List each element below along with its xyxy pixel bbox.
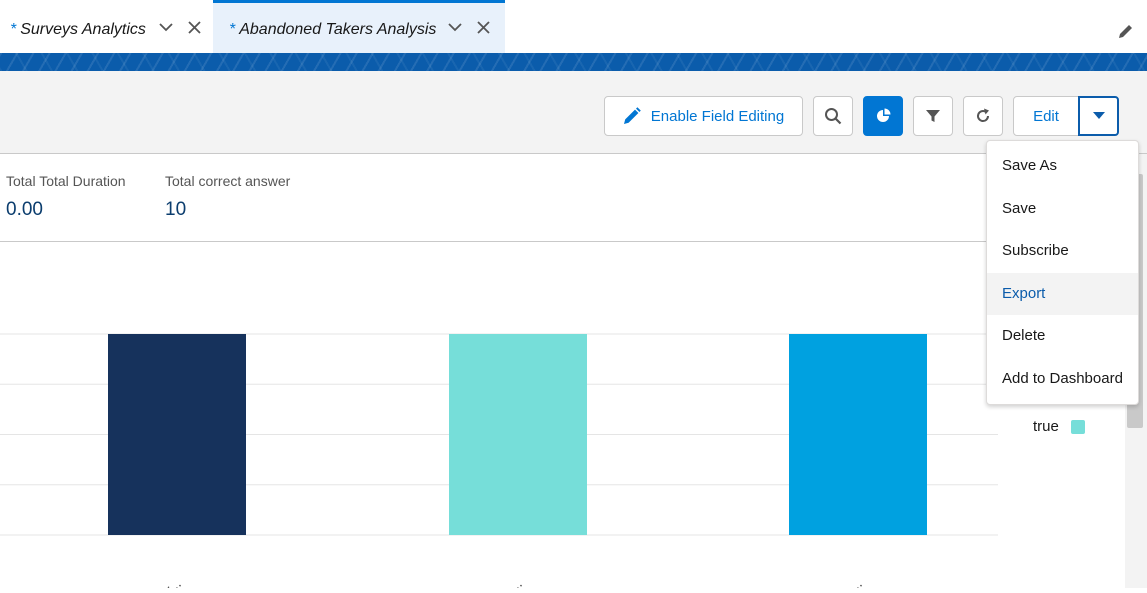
brand-banner [0,53,1147,71]
menu-item-export[interactable]: Export [987,272,1138,315]
pie-chart-icon [877,108,891,122]
pencil-icon [623,107,641,124]
edit-label: Edit [1033,107,1059,125]
tab-label: * Abandoned Takers Analysis [229,21,437,38]
legend-item[interactable]: true [1033,418,1085,435]
menu-item-save[interactable]: Save [1002,199,1037,217]
refresh-button[interactable] [963,96,1003,136]
tab-bar: * Surveys Analytics * Abandoned Takers Ana… [0,0,1147,53]
filter-icon [926,110,940,122]
summary-total-duration: Total Total Duration 0.00 [6,173,126,221]
tab-label: * Surveys Analytics [10,21,146,38]
close-icon[interactable] [184,17,204,37]
more-actions-button[interactable] [1078,96,1119,136]
x-tick-label: of th... [825,575,865,588]
menu-item-subscribe[interactable]: Subscribe [1002,242,1069,259]
filter-button[interactable] [913,96,953,136]
pencil-icon[interactable] [1117,22,1135,40]
edit-button[interactable]: Edit [1013,96,1079,136]
tab-abandoned-takers-analysis[interactable]: * Abandoned Takers Analysis [213,0,505,53]
refresh-icon [977,108,990,122]
legend-label: true [1033,418,1059,435]
summary-value: 10 [165,199,187,220]
enable-field-editing-button[interactable]: Enable Field Editing [604,96,803,136]
report-header: Enable Field Editing Edit [0,71,1147,154]
menu-item-save-as[interactable]: Save As [1002,157,1058,174]
search-icon [825,108,842,125]
chart-bar[interactable] [789,334,927,535]
actions-dropdown-menu: Save As Save Subscribe Export Delete Add… [986,140,1139,405]
menu-item-delete[interactable]: Delete [1002,327,1046,344]
caret-down-icon [1092,112,1105,119]
enable-field-editing-label: Enable Field Editing [650,107,785,125]
chevron-down-icon[interactable] [156,17,176,37]
summary-label: Total correct answer [165,173,291,189]
close-icon[interactable] [473,17,493,37]
chevron-down-icon[interactable] [445,17,465,37]
legend-swatch [1070,419,1085,434]
chart-plot: Repr... Rep... of th... [0,333,998,593]
chart-bar[interactable] [108,334,246,535]
summary-row: Total Total Duration 0.00 Total correct … [0,154,1147,242]
chart-toggle-button[interactable] [863,96,903,136]
x-tick-label: Rep... [486,575,525,588]
summary-label: Total Total Duration [6,173,126,189]
summary-value: 0.00 [6,199,43,220]
summary-correct-answer: Total correct answer 10 [165,173,290,221]
menu-item-add-to-dashboard[interactable]: Add to Dashboard [1002,369,1123,387]
bar-chart: Repr... Rep... of th... true [0,242,1125,593]
tab-surveys-analytics[interactable]: * Surveys Analytics [0,0,212,53]
x-tick-label: Repr... [142,575,184,588]
chart-bar[interactable] [449,334,587,535]
search-button[interactable] [813,96,853,136]
